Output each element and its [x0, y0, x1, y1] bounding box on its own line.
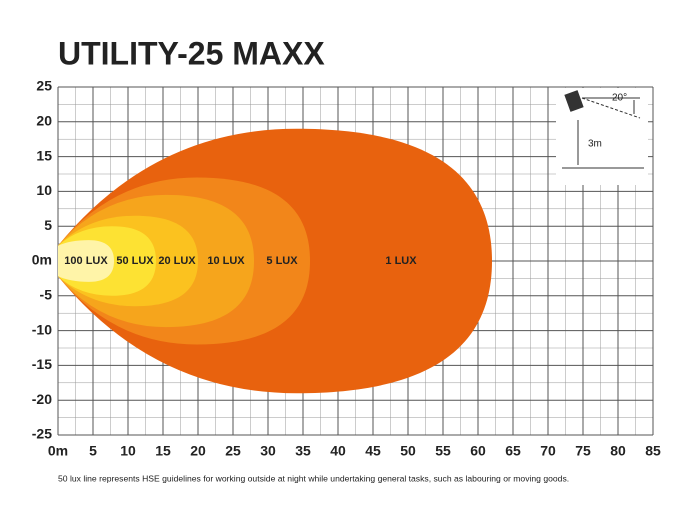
y-tick-label: 15 — [36, 147, 52, 163]
x-tick-label: 45 — [365, 443, 381, 459]
x-tick-label: 25 — [225, 443, 241, 459]
y-tick-label: 5 — [44, 217, 52, 233]
zone-label: 5 LUX — [266, 255, 298, 267]
x-tick-label: 40 — [330, 443, 346, 459]
zone-label: 100 LUX — [64, 255, 108, 267]
footnote: 50 lux line represents HSE guidelines fo… — [58, 473, 569, 483]
zone-label: 10 LUX — [207, 255, 245, 267]
zone-label: 50 LUX — [116, 255, 154, 267]
x-tick-label: 55 — [435, 443, 451, 459]
x-tick-label: 50 — [400, 443, 416, 459]
x-tick-label: 85 — [645, 443, 661, 459]
x-tick-label: 75 — [575, 443, 591, 459]
x-tick-label: 0m — [48, 443, 68, 459]
x-tick-label: 10 — [120, 443, 136, 459]
x-tick-label: 70 — [540, 443, 556, 459]
lamp-icon — [564, 90, 584, 112]
x-tick-label: 80 — [610, 443, 626, 459]
inset: 20° 3m — [556, 88, 648, 185]
y-tick-label: 10 — [36, 182, 52, 198]
y-tick-label: -20 — [32, 391, 52, 407]
y-tick-label: -25 — [32, 426, 52, 442]
x-tick-label: 60 — [470, 443, 486, 459]
zone-label: 20 LUX — [158, 255, 196, 267]
x-tick-label: 5 — [89, 443, 97, 459]
y-tick-label: 20 — [36, 113, 52, 129]
zone-label: 1 LUX — [385, 255, 417, 267]
y-tick-label: 0m — [32, 252, 52, 268]
y-tick-label: 25 — [36, 78, 52, 94]
x-tick-label: 15 — [155, 443, 171, 459]
height-label: 3m — [588, 139, 602, 150]
x-tick-label: 30 — [260, 443, 276, 459]
x-tick-label: 35 — [295, 443, 311, 459]
beam-line — [581, 97, 641, 119]
beam: 100 LUX 50 LUX 20 LUX 10 LUX 5 LUX 1 LUX — [58, 128, 492, 394]
angle-label: 20° — [612, 93, 627, 104]
chart-title: UTILITY-25 MAXX — [58, 35, 325, 71]
y-tick-label: -5 — [40, 287, 53, 303]
lux-zone — [58, 240, 114, 282]
y-tick-label: -10 — [32, 321, 52, 337]
x-tick-label: 65 — [505, 443, 521, 459]
x-tick-label: 20 — [190, 443, 206, 459]
y-tick-label: -15 — [32, 356, 52, 372]
